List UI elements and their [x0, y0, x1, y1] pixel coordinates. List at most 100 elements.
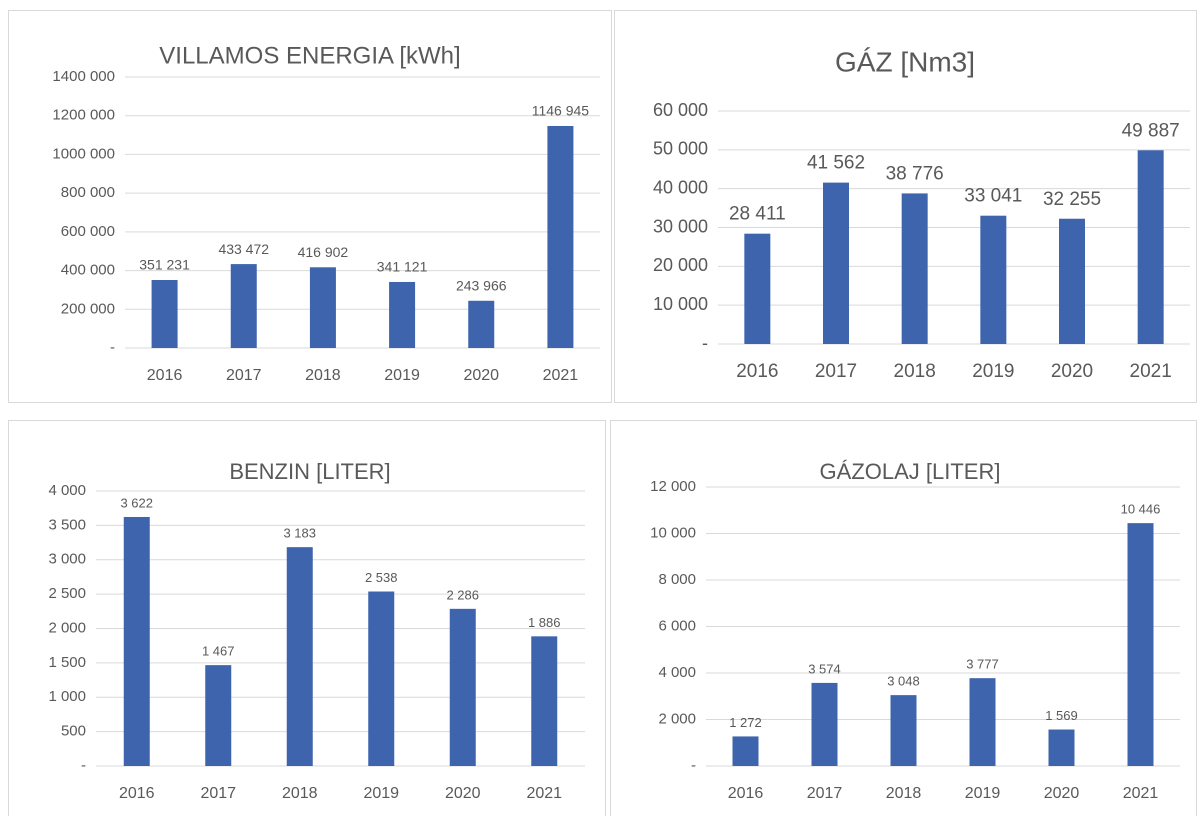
x-tick-label: 2020 [1051, 361, 1093, 382]
bar [969, 678, 996, 766]
x-tick-label: 2016 [736, 361, 778, 382]
y-tick-label: - [110, 339, 115, 356]
bar [1048, 729, 1075, 766]
data-label: 1 272 [729, 715, 762, 730]
y-tick-label: 2 500 [48, 585, 86, 602]
x-tick-label: 2021 [543, 367, 579, 384]
data-label: 2 286 [446, 587, 479, 602]
bar [811, 682, 838, 766]
bar [823, 182, 849, 344]
y-tick-label: 10 000 [653, 294, 708, 314]
data-label: 1 467 [202, 644, 235, 659]
data-label: 3 183 [283, 526, 316, 541]
x-tick-label: 2016 [147, 367, 183, 384]
y-tick-label: 1400 000 [52, 68, 115, 85]
x-tick-label: 2019 [363, 785, 399, 802]
bar [286, 547, 313, 766]
x-tick-label: 2020 [445, 785, 481, 802]
x-tick-label: 2017 [200, 785, 236, 802]
bar [123, 516, 150, 766]
y-tick-label: 1 000 [48, 688, 86, 705]
data-label: 3 048 [887, 674, 920, 689]
y-tick-label: 1 500 [48, 654, 86, 671]
data-label: 38 776 [886, 163, 944, 184]
y-tick-label: 10 000 [650, 524, 696, 541]
x-tick-label: 2016 [728, 785, 764, 802]
bar [901, 193, 928, 344]
data-label: 1146 945 [532, 103, 590, 119]
y-tick-label: 4 000 [658, 664, 696, 681]
data-label: 416 902 [298, 244, 349, 260]
y-tick-label: 8 000 [658, 571, 696, 588]
y-tick-label: 50 000 [653, 139, 708, 159]
data-label: 1 886 [528, 615, 561, 630]
bar [151, 280, 178, 348]
x-tick-label: 2019 [384, 367, 420, 384]
y-tick-label: 60 000 [653, 100, 708, 120]
x-tick-label: 2018 [305, 367, 341, 384]
chart-title: GÁZOLAJ [LITER] [820, 459, 1001, 484]
x-tick-label: 2018 [282, 785, 318, 802]
y-tick-label: 12 000 [650, 478, 696, 495]
data-label: 243 966 [456, 277, 507, 293]
y-tick-label: 40 000 [653, 177, 708, 197]
data-label: 3 574 [808, 661, 841, 676]
data-label: 32 255 [1043, 189, 1101, 210]
x-tick-label: 2021 [526, 785, 562, 802]
y-tick-label: 3 500 [48, 516, 86, 533]
y-tick-label: 2 000 [48, 619, 86, 636]
bar [468, 300, 495, 348]
y-tick-label: - [691, 757, 696, 774]
bar [230, 264, 257, 348]
x-tick-label: 2016 [119, 785, 155, 802]
x-tick-label: 2018 [886, 785, 922, 802]
y-tick-label: 6 000 [658, 617, 696, 634]
bar [1059, 218, 1085, 344]
y-tick-label: 500 [61, 723, 86, 740]
y-tick-label: - [702, 333, 708, 353]
y-tick-label: 800 000 [61, 184, 115, 201]
data-label: 433 472 [218, 241, 269, 257]
y-tick-label: 20 000 [653, 255, 708, 275]
y-tick-label: 1000 000 [52, 145, 115, 162]
y-tick-label: 600 000 [61, 223, 115, 240]
x-tick-label: 2021 [1123, 785, 1159, 802]
x-tick-label: 2020 [463, 367, 499, 384]
bar [547, 125, 574, 348]
data-label: 3 777 [966, 657, 999, 672]
bar [205, 665, 232, 766]
x-tick-label: 2017 [815, 361, 857, 382]
bar [980, 215, 1007, 344]
bar [744, 233, 771, 344]
x-tick-label: 2018 [894, 361, 936, 382]
bar [890, 695, 917, 766]
data-label: 28 411 [729, 204, 786, 225]
y-tick-label: 200 000 [61, 300, 115, 317]
data-label: 351 231 [139, 257, 190, 273]
bar [531, 636, 558, 766]
y-tick-label: - [81, 757, 86, 774]
bar [449, 608, 476, 766]
data-label: 10 446 [1121, 502, 1161, 517]
x-tick-label: 2019 [972, 361, 1014, 382]
chart-title: VILLAMOS ENERGIA [kWh] [159, 42, 460, 69]
y-tick-label: 4 000 [48, 482, 86, 499]
data-label: 2 538 [365, 570, 398, 585]
x-tick-label: 2020 [1044, 785, 1080, 802]
y-tick-label: 1200 000 [52, 107, 115, 124]
x-tick-label: 2017 [226, 367, 262, 384]
data-label: 33 041 [964, 186, 1022, 207]
bar [368, 591, 395, 766]
data-label: 3 622 [120, 495, 153, 510]
data-label: 1 569 [1045, 708, 1078, 723]
bar [732, 736, 759, 766]
bar [1127, 523, 1154, 766]
bar [389, 281, 416, 348]
x-tick-label: 2019 [965, 785, 1001, 802]
y-tick-label: 2 000 [658, 710, 696, 727]
bar [309, 267, 336, 348]
chart-title: BENZIN [LITER] [229, 459, 390, 484]
y-tick-label: 3 000 [48, 551, 86, 568]
data-label: 49 887 [1122, 120, 1180, 141]
